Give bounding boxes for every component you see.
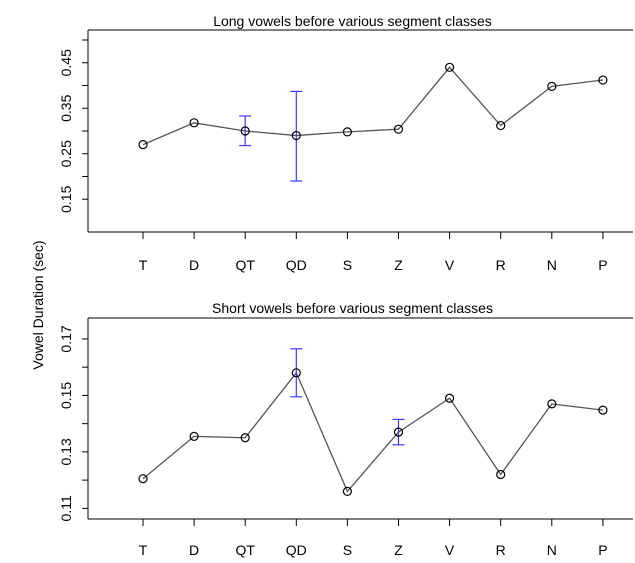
x-tick-label: T [139,542,148,558]
y-tick-label: 0.17 [58,325,74,352]
chart-title: Short vowels before various segment clas… [212,300,493,316]
chart-title: Long vowels before various segment class… [213,13,492,29]
data-point [138,140,148,150]
error-bar [392,418,405,446]
shared-y-axis-label: Vowel Duration (sec) [30,240,46,369]
x-tick-label: Z [394,257,403,273]
x-tick-label: Z [394,542,403,558]
data-point [496,469,506,480]
x-tick-label: N [547,542,557,558]
data-point [496,120,506,131]
data-point [598,75,608,85]
data-point [393,427,404,437]
error-bar [290,90,303,182]
x-tick-label: S [343,542,352,558]
series-line [142,371,603,493]
y-tick-label: 0.25 [58,140,74,167]
y-tick-label: 0.11 [58,495,74,521]
x-tick-label: V [445,257,455,273]
data-point [291,368,301,378]
data-point [598,405,608,415]
data-point [445,393,455,403]
x-tick-label: R [496,542,506,558]
long-vowels-panel: Long vowels before various segment class… [58,13,633,273]
x-tick-label: QT [235,257,255,273]
series-line [142,66,603,146]
x-tick-label: QT [235,542,255,558]
data-point [291,130,301,141]
data-point [240,433,250,443]
error-bar [290,348,303,398]
error-bar [239,115,252,147]
data-point [240,126,250,136]
x-tick-label: S [343,257,352,273]
x-tick-label: V [445,542,455,558]
x-tick-label: P [598,542,607,558]
data-point [547,399,557,409]
y-tick-label: 0.15 [58,382,74,409]
x-tick-label: D [189,257,199,273]
short-vowels-panel: Short vowels before various segment clas… [58,300,633,558]
x-tick-label: P [598,257,607,273]
data-point [342,486,352,497]
x-tick-label: QD [286,257,307,273]
data-point [547,81,557,92]
data-point [189,118,199,128]
x-tick-label: T [139,257,148,273]
data-point [445,62,455,72]
data-point [189,431,199,441]
data-point [138,474,148,484]
y-tick-label: 0.15 [58,185,74,212]
y-tick-label: 0.13 [58,438,74,465]
x-tick-label: D [189,542,199,558]
y-tick-label: 0.45 [58,49,74,76]
x-tick-label: QD [286,542,307,558]
y-tick-label: 0.35 [58,94,74,121]
x-tick-label: N [547,257,557,273]
x-tick-label: R [496,257,506,273]
data-point [342,127,352,137]
data-point [393,124,404,134]
